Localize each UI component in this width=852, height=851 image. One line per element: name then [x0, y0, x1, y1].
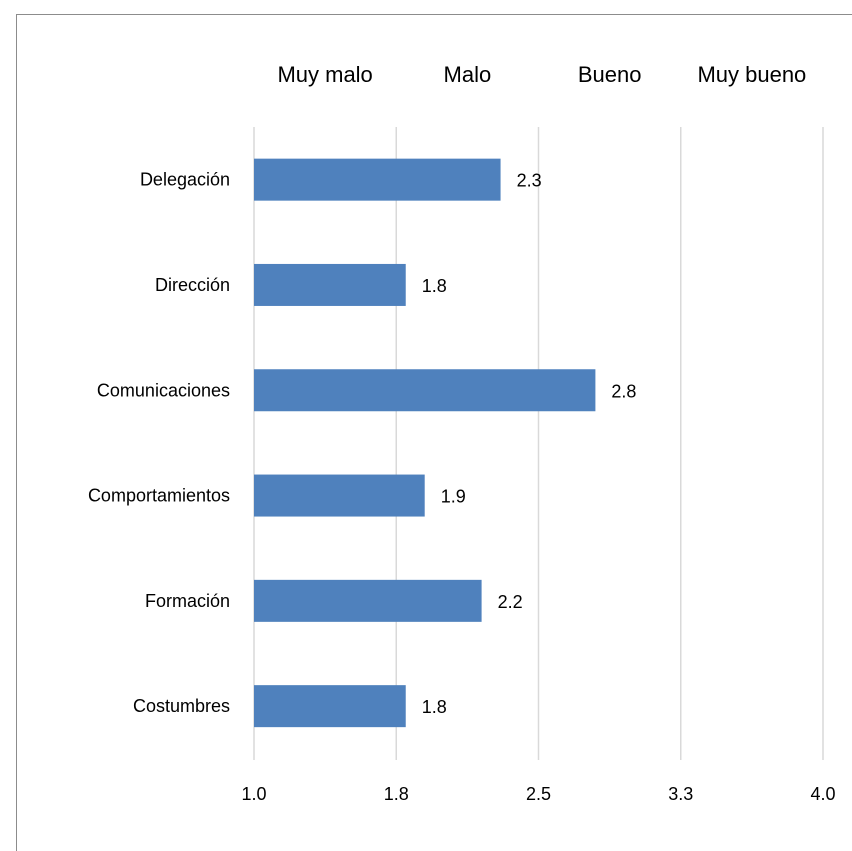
- rating-label: Muy bueno: [697, 62, 806, 87]
- bar: [254, 158, 501, 201]
- value-label: 2.8: [611, 381, 636, 401]
- value-label: 1.8: [422, 276, 447, 296]
- bar-series: [254, 158, 596, 728]
- category-label: Formación: [145, 591, 230, 611]
- category-label: Comunicaciones: [97, 380, 230, 400]
- bar: [254, 474, 425, 517]
- value-label: 2.2: [498, 592, 523, 612]
- rating-label: Bueno: [578, 62, 642, 87]
- rating-label: Malo: [444, 62, 492, 87]
- category-label: Costumbres: [133, 696, 230, 716]
- chart-frame: [16, 14, 852, 851]
- x-tick-label: 3.3: [668, 784, 693, 804]
- category-label: Comportamientos: [88, 486, 230, 506]
- x-tick-label: 4.0: [810, 784, 835, 804]
- bar: [254, 369, 596, 412]
- value-label: 2.3: [517, 171, 542, 191]
- bar: [254, 579, 482, 622]
- bar: [254, 685, 406, 728]
- category-label: Dirección: [155, 275, 230, 295]
- gridlines: [253, 127, 824, 760]
- x-tick-labels: 1.0 1.8 2.5 3.3 4.0: [241, 784, 835, 804]
- x-tick-label: 1.8: [384, 784, 409, 804]
- x-tick-label: 1.0: [241, 784, 266, 804]
- category-labels: Delegación Dirección Comunicaciones Comport…: [88, 170, 230, 717]
- value-label: 1.8: [422, 697, 447, 717]
- rating-label: Muy malo: [277, 62, 372, 87]
- rating-labels: Muy malo Malo Bueno Muy bueno: [277, 62, 806, 87]
- value-label: 1.9: [441, 487, 466, 507]
- category-label: Delegación: [140, 170, 230, 190]
- bar: [254, 263, 406, 306]
- x-tick-label: 2.5: [526, 784, 551, 804]
- value-labels: 2.3 1.8 2.8 1.9 2.2 1.8: [422, 171, 637, 718]
